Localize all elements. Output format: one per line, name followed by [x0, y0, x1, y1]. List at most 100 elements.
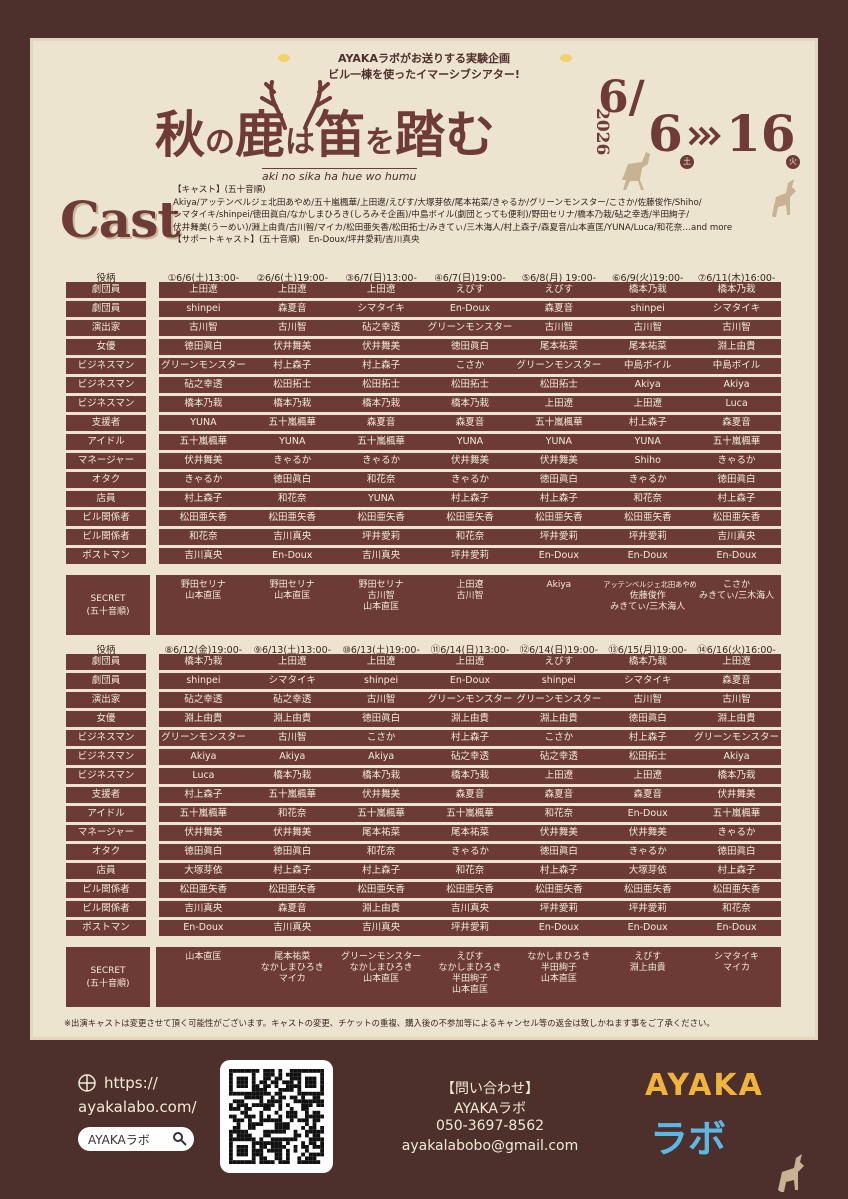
qr-module	[229, 1129, 233, 1134]
cast-cell: 伏井舞美	[539, 827, 578, 838]
qr-module	[286, 1141, 290, 1145]
cast-cell: En-Doux	[538, 922, 579, 933]
qr-module	[229, 1160, 233, 1164]
search-box[interactable]	[78, 1127, 194, 1151]
cast-cell: 古川智	[278, 322, 307, 333]
cast-row-band	[159, 673, 781, 689]
qr-module	[267, 1103, 271, 1107]
qr-module	[312, 1145, 317, 1149]
qr-module	[251, 1072, 256, 1077]
qr-module	[232, 1137, 237, 1142]
qr-module	[244, 1084, 248, 1088]
qr-module	[244, 1107, 248, 1111]
role-cell: ビジネスマン	[66, 768, 146, 784]
role-cell: 演出家	[66, 692, 146, 708]
cast-cell: 和花奈	[722, 903, 751, 914]
qr-module	[308, 1156, 313, 1161]
qr-module	[263, 1118, 267, 1123]
qr-module	[320, 1099, 324, 1104]
qr-module	[316, 1133, 321, 1138]
qr-module	[240, 1103, 245, 1107]
qr-module	[297, 1160, 302, 1164]
cast-cell: 和花奈	[455, 865, 485, 876]
cast-cell: 坪井愛莉	[450, 550, 489, 561]
qr-module	[263, 1160, 267, 1164]
tagline: ビル一棟を使ったイマーシブシアター!	[328, 68, 520, 81]
cast-cell: きゃるか	[184, 474, 223, 485]
qr-module	[229, 1152, 233, 1157]
cast-row-band	[159, 510, 781, 526]
cast-cell: 松田拓士	[539, 379, 578, 390]
cast-cell: 五十嵐楓華	[268, 789, 317, 800]
cast-cell: 吉川真央	[273, 531, 312, 542]
cast-cell: 森夏音	[544, 789, 574, 800]
role-cell: 劇団員	[66, 301, 146, 317]
cast-row-band	[159, 548, 781, 564]
cast-cell: 五十嵐楓華	[712, 436, 761, 447]
cast-cell: 中島ボイル	[623, 360, 672, 371]
secret-cast: 山本直匡	[540, 974, 577, 984]
cast-cell: 松田亜矢香	[357, 512, 405, 523]
qr-module	[312, 1114, 317, 1119]
cast-cell: 砧之幸透	[273, 694, 312, 705]
secret-cast: 山本直匡	[363, 602, 400, 612]
qr-module	[278, 1103, 283, 1107]
secret-cast: みきてぃ/三木海人	[699, 591, 775, 601]
cast-cell: 村上森子	[628, 417, 667, 428]
qr-module	[312, 1080, 317, 1085]
role-cell: 劇団員	[66, 282, 146, 298]
qr-module	[236, 1160, 241, 1164]
secret-cast: Akiya	[546, 580, 572, 590]
qr-module	[278, 1095, 283, 1100]
cast-row-band	[159, 529, 781, 545]
secret-cast: アッテンベルジェ北田あやめ	[603, 580, 697, 589]
qr-module	[278, 1156, 283, 1161]
cast-cell: 松田亜矢香	[535, 512, 583, 523]
qr-module	[259, 1088, 264, 1092]
cast-row-band	[159, 415, 781, 431]
qr-module	[293, 1133, 298, 1138]
qr-module	[297, 1156, 302, 1161]
cast-cell: 村上森子	[717, 865, 756, 876]
qr-module	[282, 1137, 286, 1142]
qr-module	[232, 1129, 237, 1134]
qr-module	[282, 1126, 286, 1130]
qr-module	[259, 1118, 264, 1123]
cast-cell: 五十嵐楓華	[357, 436, 405, 447]
qr-module	[289, 1080, 294, 1085]
secret-cast: 山本直匡	[451, 985, 488, 995]
qr-module	[320, 1088, 324, 1092]
search-text[interactable]: AYAKAラボ	[88, 1133, 150, 1147]
qr-module	[297, 1076, 302, 1081]
qr-module	[305, 1099, 309, 1104]
qr-module	[289, 1072, 294, 1077]
qr-module	[301, 1107, 305, 1111]
role-cell: アイドル	[66, 806, 146, 822]
qr-module	[259, 1080, 264, 1085]
cast-cell: 松田亜矢香	[446, 512, 494, 523]
qr-module	[305, 1122, 309, 1126]
qr-module	[263, 1156, 267, 1161]
website-url[interactable]: ayakalabo.com/	[78, 1098, 197, 1116]
cast-cell: 松田亜矢香	[179, 512, 228, 523]
secret-cast: 山本直匡	[185, 591, 222, 601]
qr-module	[293, 1137, 298, 1142]
start-day: 土	[680, 155, 694, 169]
cast-line: 【サポートキャスト】(五十音順) En-Doux/坪井愛莉/吉川真央	[173, 235, 420, 245]
cast-cell: shinpei	[541, 675, 576, 686]
qr-module	[282, 1088, 286, 1092]
cast-cell: 淵上由貴	[273, 713, 312, 724]
qr-module	[251, 1114, 256, 1119]
qr-module	[293, 1148, 298, 1153]
qr-module	[229, 1084, 233, 1088]
cast-cell: 砧之幸透	[450, 751, 489, 762]
role-cell: 支援者	[66, 415, 146, 431]
qr-module	[267, 1084, 271, 1088]
qr-module	[270, 1103, 275, 1107]
cast-cell: 坪井愛莉	[539, 903, 578, 914]
qr-module	[312, 1126, 317, 1130]
qr-module	[244, 1076, 248, 1081]
qr-module	[316, 1137, 321, 1142]
website-url[interactable]: https://	[104, 1074, 158, 1092]
cast-cell: Akiya	[368, 751, 395, 762]
